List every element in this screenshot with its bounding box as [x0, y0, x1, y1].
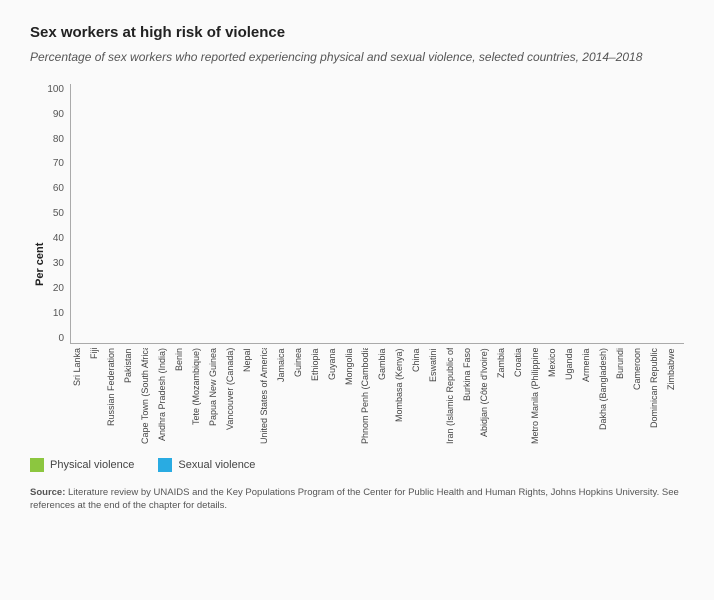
- y-tick: 70: [46, 158, 64, 169]
- y-axis: 1009080706050403020100: [46, 84, 70, 344]
- x-tick-label: Cameroon: [632, 348, 648, 444]
- source-note: Source: Literature review by UNAIDS and …: [30, 486, 684, 513]
- x-tick-label: China: [411, 348, 427, 444]
- x-tick-label: Ethiopia: [310, 348, 326, 444]
- y-tick: 10: [46, 308, 64, 319]
- x-tick-label: Andhra Pradesh (India): [157, 348, 173, 444]
- y-tick: 40: [46, 233, 64, 244]
- x-tick-label: Papua New Guinea: [208, 348, 224, 444]
- x-tick-label: Uganda: [564, 348, 580, 444]
- x-tick-label: Zimbabwe: [666, 348, 682, 444]
- x-tick-label: Mongolia: [344, 348, 360, 444]
- x-tick-label: Eswatini: [428, 348, 444, 444]
- x-tick-label: Mombasa (Kenya): [394, 348, 410, 444]
- y-tick: 0: [46, 333, 64, 344]
- swatch-physical: [30, 458, 44, 472]
- x-tick-label: Guinea: [293, 348, 309, 444]
- x-tick-label: Burkina Faso: [462, 348, 478, 444]
- x-tick-label: Dakha (Bangladesh): [598, 348, 614, 444]
- x-tick-label: Phnom Penh (Cambodia): [360, 348, 376, 444]
- x-tick-label: Iran (Islamic Republic of): [445, 348, 461, 444]
- x-tick-label: Gambia: [377, 348, 393, 444]
- x-tick-label: United States of America: [259, 348, 275, 444]
- y-tick: 30: [46, 258, 64, 269]
- chart-subtitle: Percentage of sex workers who reported e…: [30, 49, 684, 66]
- y-axis-label: Per cent: [30, 84, 46, 444]
- x-tick-label: Croatia: [513, 348, 529, 444]
- source-text: Literature review by UNAIDS and the Key …: [30, 487, 679, 511]
- plot-area: [70, 84, 684, 344]
- y-tick: 20: [46, 283, 64, 294]
- chart-container: Per cent 1009080706050403020100 Sri Lank…: [30, 84, 684, 444]
- x-tick-label: Metro Manila (Philippines): [530, 348, 546, 444]
- x-tick-label: Pakistan: [123, 348, 139, 444]
- x-tick-label: Nepal: [242, 348, 258, 444]
- y-tick: 100: [46, 84, 64, 95]
- x-tick-label: Tete (Mozambique): [191, 348, 207, 444]
- x-tick-label: Guyana: [327, 348, 343, 444]
- x-tick-label: Fiji: [89, 348, 105, 444]
- x-tick-label: Jamaica: [276, 348, 292, 444]
- x-tick-label: Cape Town (South Africa): [140, 348, 156, 444]
- x-tick-label: Benin: [174, 348, 190, 444]
- x-tick-label: Sri Lanka: [72, 348, 88, 444]
- y-tick: 90: [46, 109, 64, 120]
- chart-title: Sex workers at high risk of violence: [30, 24, 684, 41]
- legend-physical: Physical violence: [30, 458, 134, 472]
- legend-sexual: Sexual violence: [158, 458, 255, 472]
- y-tick: 50: [46, 208, 64, 219]
- legend-physical-label: Physical violence: [50, 459, 134, 471]
- x-tick-label: Mexico: [547, 348, 563, 444]
- x-tick-label: Zambia: [496, 348, 512, 444]
- x-tick-label: Dominican Republic: [649, 348, 665, 444]
- x-tick-label: Abidjan (Côte d'Ivoire): [479, 348, 495, 444]
- y-tick: 80: [46, 134, 64, 145]
- plot: Sri LankaFijiRussian FederationPakistanC…: [70, 84, 684, 444]
- x-tick-label: Vancouver (Canada): [225, 348, 241, 444]
- legend-sexual-label: Sexual violence: [178, 459, 255, 471]
- x-axis: Sri LankaFijiRussian FederationPakistanC…: [70, 344, 684, 444]
- x-tick-label: Russian Federation: [106, 348, 122, 444]
- legend: Physical violence Sexual violence: [30, 458, 684, 472]
- source-label: Source:: [30, 487, 65, 498]
- swatch-sexual: [158, 458, 172, 472]
- x-tick-label: Burundi: [615, 348, 631, 444]
- x-tick-label: Armenia: [581, 348, 597, 444]
- y-tick: 60: [46, 183, 64, 194]
